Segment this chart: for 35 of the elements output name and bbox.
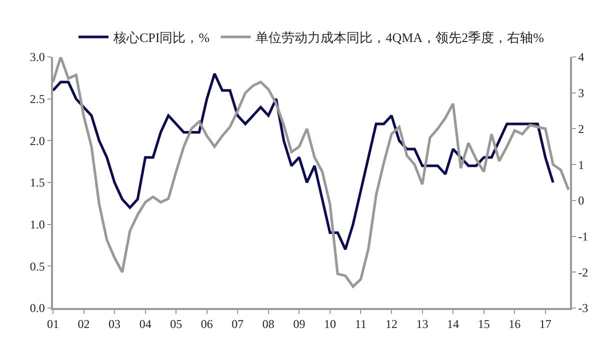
x-tick-label: 07 [232,317,244,332]
x-tick-label: 13 [416,317,428,332]
x-tick-label: 12 [386,317,398,332]
legend-label: 单位劳动力成本同比，4QMA，领先2季度，右轴% [256,30,544,45]
x-tick-label: 17 [539,317,552,332]
y-tick-label: 1.0 [30,218,45,232]
y-tick-label: 2.0 [30,134,45,148]
y2-tick-label: 2 [578,122,584,136]
y2-tick-label: -1 [578,229,588,244]
x-tick-label: 01 [47,317,59,332]
y-tick-label: 3.0 [30,50,45,64]
x-tick-label: 10 [324,317,336,332]
x-tick-label: 15 [478,317,490,332]
y2-tick-label: -2 [578,265,588,280]
line-series [53,72,554,251]
x-tick-label: 11 [354,317,367,332]
y2-tick-label: 1 [578,158,584,172]
y2-tick-label: 0 [578,194,584,208]
y-tick-label: 0.5 [30,259,45,274]
x-tick-label: 14 [447,317,460,332]
x-tick-label: 16 [508,317,521,332]
y-tick-label: 2.5 [30,92,45,106]
x-tick-label: 04 [139,317,152,332]
legend-label: 核心CPI同比，% [112,30,210,45]
x-tick-label: 05 [170,317,182,332]
y-tick-label: 1.5 [30,176,45,190]
x-tick-label: 02 [78,317,90,332]
x-tick-label: 06 [200,317,213,332]
y2-tick-label: -3 [578,301,588,316]
x-tick-label: 09 [293,317,306,332]
y-tick-label: 0.0 [30,301,45,316]
y2-tick-label: 4 [578,50,584,64]
y2-tick-label: 3 [578,86,584,100]
x-tick-label: 08 [262,317,274,332]
x-tick-label: 03 [108,317,121,332]
